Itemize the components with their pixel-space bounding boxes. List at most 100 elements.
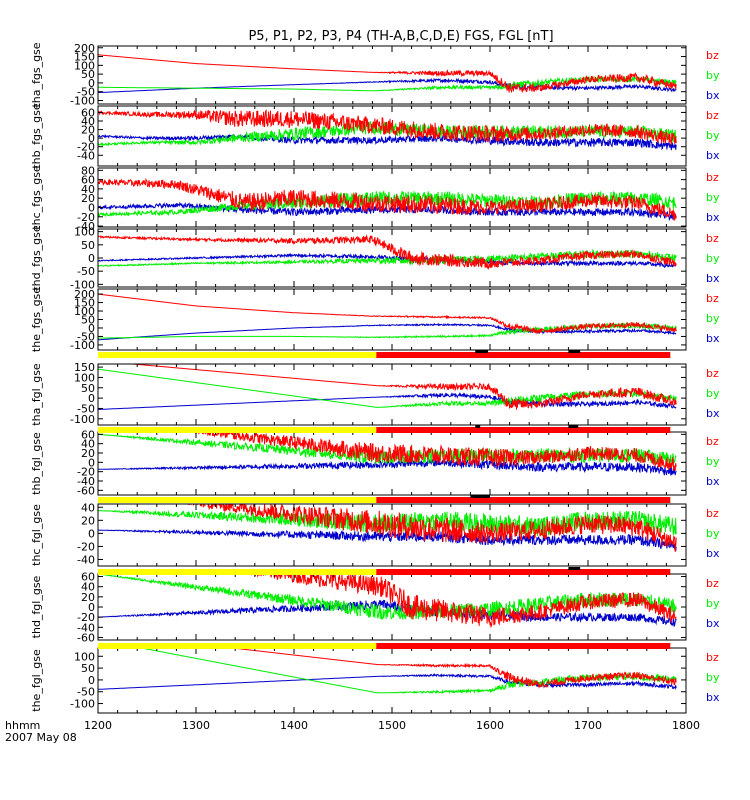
y-tick-label: -40 [77,149,95,162]
y-tick-label: 0 [88,77,95,90]
y-tick-label: -100 [70,278,95,291]
y-tick-label: 50 [81,68,95,81]
y-tick-label: 100 [74,59,95,72]
x-axis: 1200 1300 1400 1500 1600 1700 1800 [84,719,700,732]
legend-bx: bx [706,149,720,162]
legend-bz: bz [706,171,719,184]
y-tick-label: -50 [77,686,95,699]
legend-bz: bz [706,651,719,664]
legend-bx: bx [706,89,720,102]
status-bar-black [568,350,581,353]
y-tick-label: -40 [77,220,95,233]
legend-bx: bx [706,691,720,704]
y-tick-label: 40 [81,438,95,451]
y-tick-label: -50 [77,265,95,278]
y-tick-label: 0 [88,322,95,335]
status-bar-yellow [98,569,377,575]
y-tick-label: -100 [70,94,95,107]
legend-by: by [706,129,720,142]
y-tick-label: 0 [88,674,95,687]
y-tick-label: 0 [88,132,95,145]
y-tick-label: 50 [81,662,95,675]
y-tick-label: -100 [70,698,95,711]
y-tick-label: 40 [81,115,95,128]
status-bar-red [376,427,671,433]
y-tick-label: 0 [88,601,95,614]
legend-bx: bx [706,617,720,630]
series-line-bx [98,458,677,476]
y-tick-label: 60 [81,571,95,584]
y-tick-label: 80 [81,164,95,177]
status-bar-yellow [98,352,377,358]
y-axis-label: thb_fgl_gse [30,432,43,495]
y-tick-label: -100 [70,413,95,426]
y-tick-label: 150 [74,361,95,374]
status-bar-yellow [98,643,377,649]
y-tick-label: 50 [81,382,95,395]
y-tick-label: 100 [74,226,95,239]
legend-by: by [706,527,720,540]
y-tick-label: -20 [77,540,95,553]
x-tick-label: 1800 [672,719,700,732]
status-bar-red [376,497,671,503]
y-tick-label: -60 [77,631,95,644]
y-tick-label: -20 [77,611,95,624]
status-bar-black [470,495,490,498]
x-tick-label: 1600 [476,719,504,732]
panel-series [98,177,677,222]
series-line-bz [184,432,677,471]
y-tick-label: 60 [81,106,95,119]
panel-series [98,574,677,629]
y-tick-label: 50 [81,314,95,327]
legend-bx: bx [706,407,720,420]
legend-bz: bz [706,507,719,520]
series-line-bx [98,133,677,151]
legend-bz: bz [706,109,719,122]
status-bars [98,350,671,649]
legend-by: by [706,671,720,684]
panel-series [98,109,677,151]
y-tick-label: 150 [74,51,95,64]
y-tick-label: 20 [81,192,95,205]
x-tick-label: 1700 [574,719,602,732]
status-bar-black [475,425,481,428]
y-axis-label: thd_fgs_gse [30,225,43,291]
legend-bx: bx [706,547,720,560]
y-tick-label: -40 [77,553,95,566]
y-axis-label: the_fgs_gse [30,287,43,352]
legend-bz: bz [706,232,719,245]
status-bar-red [376,352,671,358]
y-tick-label: 100 [74,650,95,663]
panel-series [98,54,677,94]
y-tick-label: -60 [77,484,95,497]
legend-bz: bz [706,577,719,590]
panel-frame [97,45,687,105]
status-bar-red [376,569,671,575]
legend-by: by [706,387,720,400]
series-line-bz [240,574,677,629]
series-line-bz [126,364,677,410]
legend-bx: bx [706,475,720,488]
legend-by: by [706,312,720,325]
y-tick-label: -100 [70,339,95,352]
x-tick-label: 1400 [280,719,308,732]
series-line-bz [227,648,677,689]
y-tick-label: 60 [81,428,95,441]
x-tick-label: 1300 [182,719,210,732]
y-tick-label: 20 [81,591,95,604]
y-tick-label: 100 [74,371,95,384]
status-bar-black [568,425,579,428]
series-line-bz [98,293,677,335]
y-tick-label: 200 [74,288,95,301]
chart-title: P5, P1, P2, P3, P4 (TH-A,B,C,D,E) FGS, F… [248,29,553,44]
y-axis-label: thc_fgl_gse [30,504,43,566]
panel-series [98,293,677,341]
series-line-bx [98,252,677,269]
